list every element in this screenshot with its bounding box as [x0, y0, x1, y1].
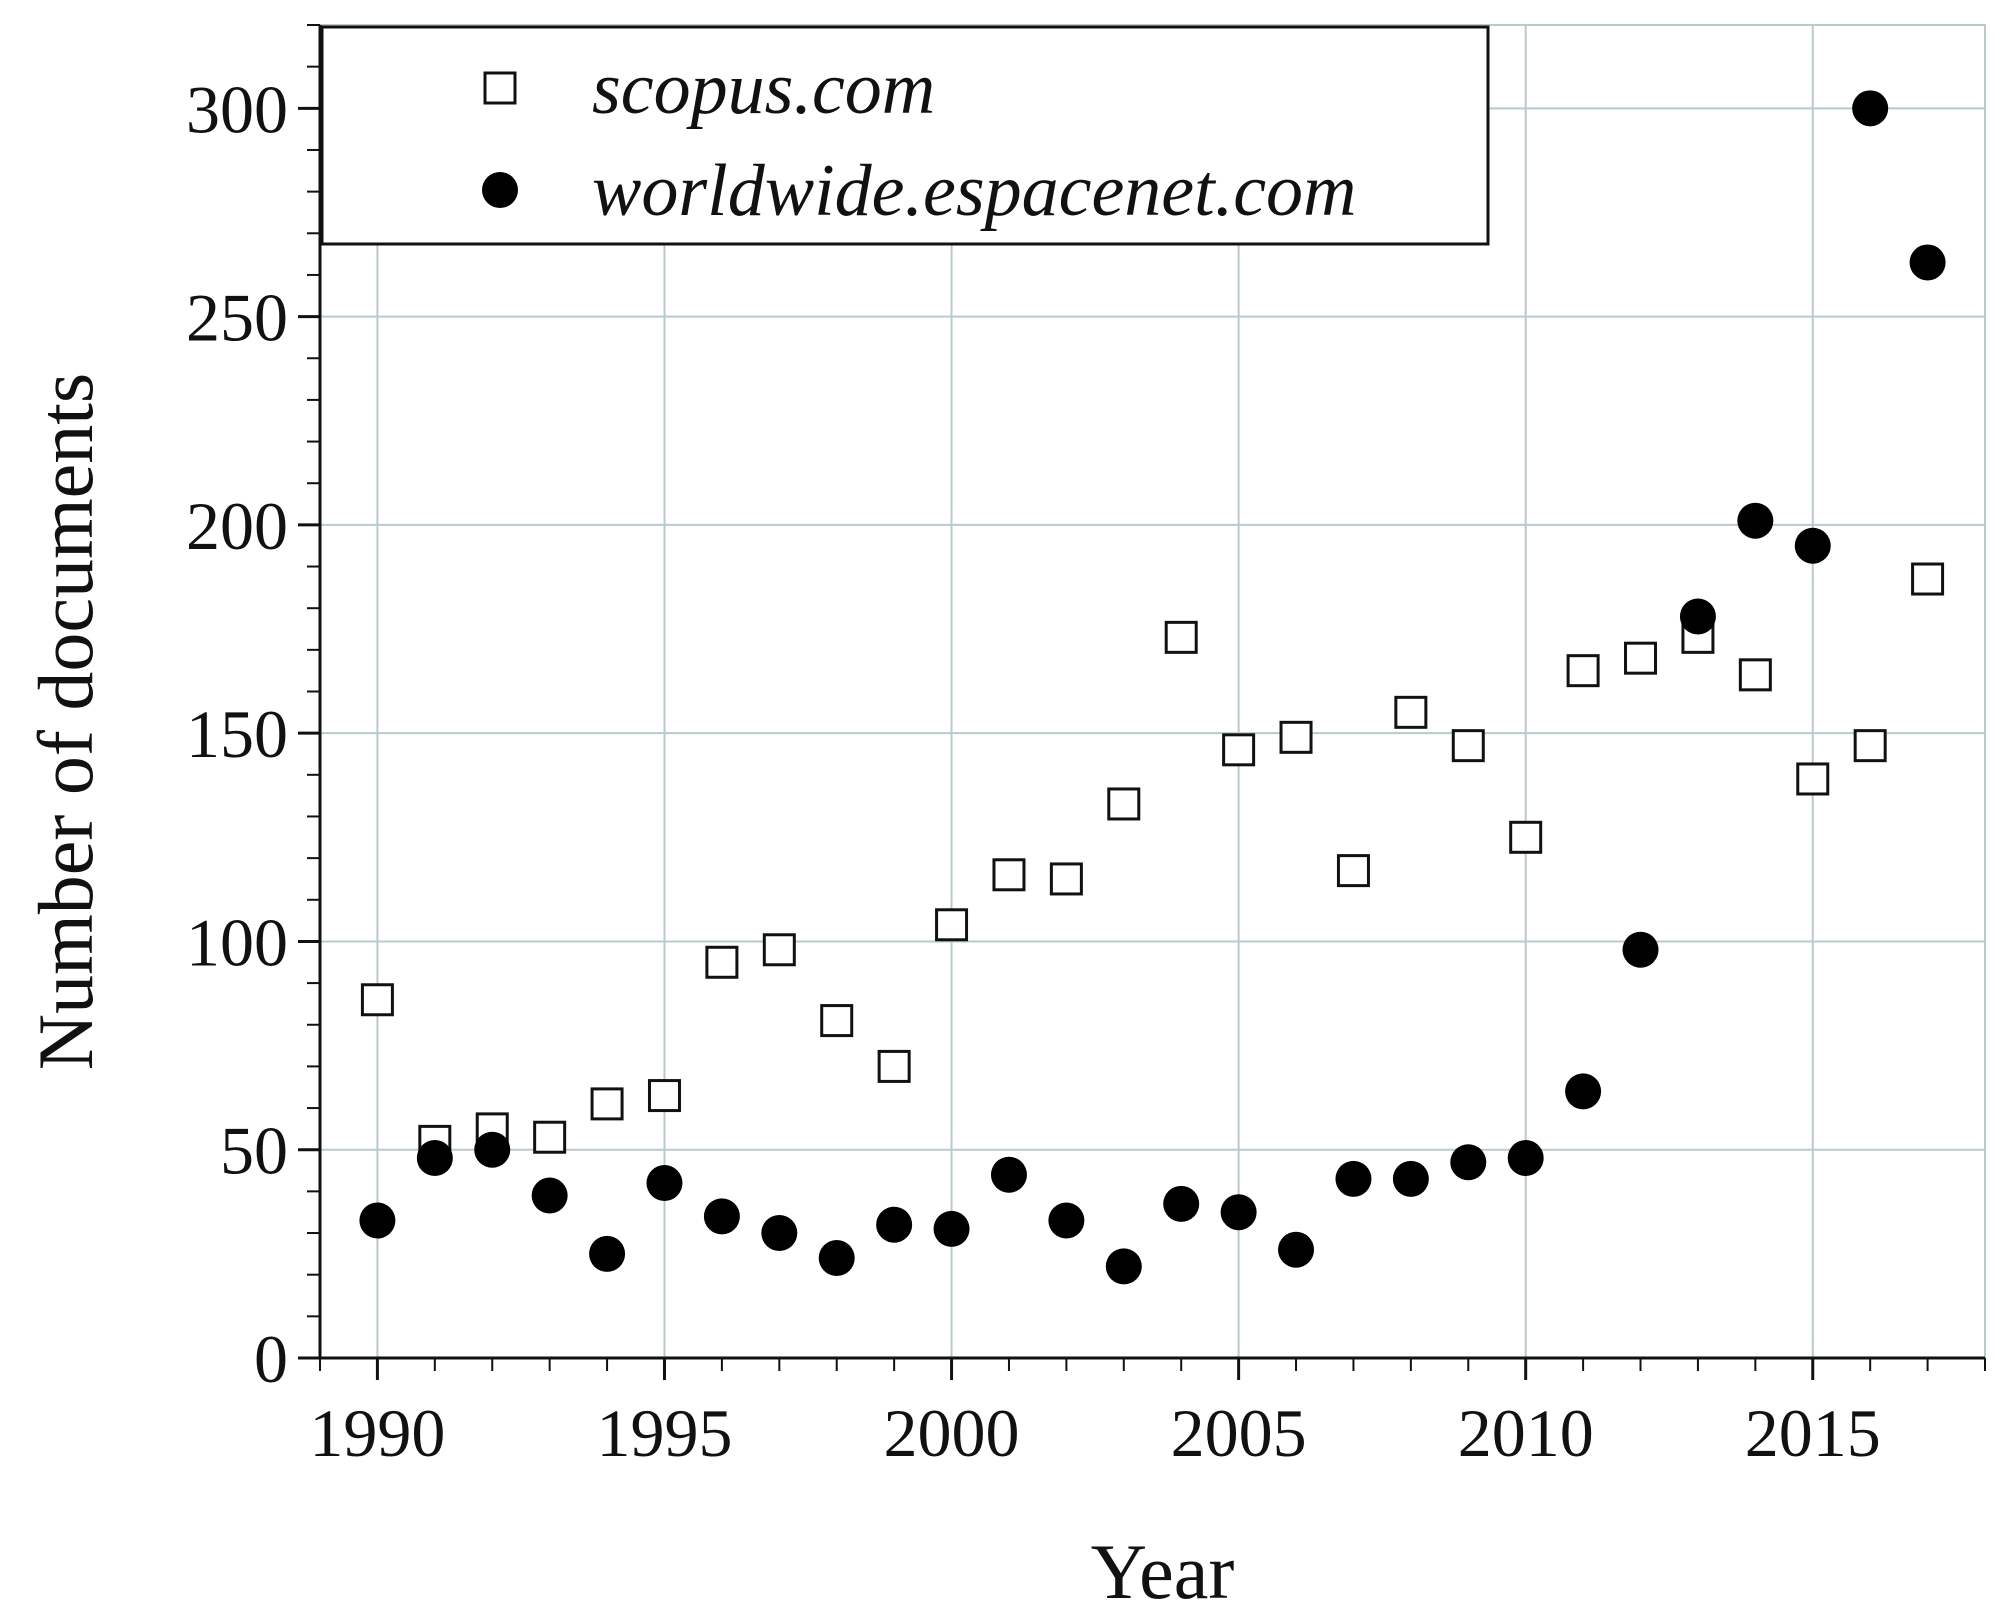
data-point-square — [533, 1120, 567, 1154]
data-point-square — [820, 1004, 854, 1038]
data-point-circle — [1105, 1248, 1142, 1285]
x-tick-label: 2015 — [1745, 1395, 1881, 1471]
x-tick-label: 2000 — [884, 1395, 1020, 1471]
legend-marker — [482, 172, 518, 208]
y-axis-title: Number of documents — [22, 373, 109, 1071]
data-point-square — [992, 858, 1026, 892]
data-point-square — [590, 1087, 624, 1121]
data-point-square — [1566, 654, 1600, 688]
y-tick-label: 200 — [186, 488, 288, 564]
data-point-square — [1107, 787, 1141, 821]
series-worldwide.espacenet.com — [359, 90, 1946, 1285]
data-point-circle — [1852, 90, 1889, 127]
data-point-square — [1624, 641, 1658, 675]
data-series — [359, 90, 1946, 1285]
data-point-square — [1394, 695, 1428, 729]
data-point-circle — [531, 1177, 568, 1214]
data-point-circle — [876, 1206, 913, 1243]
legend-label: worldwide.espacenet.com — [592, 150, 1357, 232]
data-point-square — [1164, 620, 1198, 654]
legend: scopus.com worldwide.espacenet.com — [320, 25, 1490, 246]
data-point-square — [877, 1049, 911, 1083]
data-point-square — [1222, 733, 1256, 767]
data-point-square — [647, 1079, 681, 1113]
legend-label: scopus.com — [592, 48, 935, 130]
data-point-circle — [589, 1235, 626, 1272]
data-point-circle — [646, 1165, 683, 1202]
data-point-circle — [1048, 1202, 1085, 1239]
y-tick-label: 50 — [220, 1113, 288, 1189]
data-point-square — [360, 983, 394, 1017]
x-tick-label: 1995 — [596, 1395, 732, 1471]
y-tick-label: 150 — [186, 696, 288, 772]
data-point-square — [1796, 762, 1830, 796]
data-point-circle — [818, 1240, 855, 1277]
data-point-square — [1853, 729, 1887, 763]
data-point-circle — [933, 1210, 970, 1247]
data-point-circle — [703, 1198, 740, 1235]
y-tick-label: 0 — [254, 1321, 288, 1397]
axes: 0 50 100 150 200 250 300 1990 1995 2000 2005 2010 20… — [186, 24, 1986, 1471]
data-point-circle — [1794, 527, 1831, 564]
data-point-circle — [1622, 931, 1659, 968]
x-tick-label: 1990 — [309, 1395, 445, 1471]
legend-marker — [483, 71, 517, 105]
data-point-circle — [1450, 1144, 1487, 1181]
data-point-square — [1336, 854, 1370, 888]
data-point-circle — [1163, 1185, 1200, 1222]
x-tick-label: 2005 — [1171, 1395, 1307, 1471]
data-point-circle — [761, 1215, 798, 1252]
data-point-square — [1738, 658, 1772, 692]
data-point-circle — [1220, 1194, 1257, 1231]
data-point-circle — [1507, 1140, 1544, 1177]
data-point-circle — [990, 1156, 1027, 1193]
data-point-square — [1509, 820, 1543, 854]
data-point-circle — [416, 1140, 453, 1177]
legend-box — [320, 25, 1490, 246]
data-point-circle — [1565, 1073, 1602, 1110]
data-point-circle — [359, 1202, 396, 1239]
data-point-square — [1911, 562, 1945, 596]
data-point-square — [1279, 720, 1313, 754]
data-point-circle — [1679, 598, 1716, 635]
data-point-circle — [1278, 1231, 1315, 1268]
data-point-square — [935, 908, 969, 942]
x-axis-title: Year — [1091, 1528, 1235, 1615]
data-point-square — [705, 945, 739, 979]
data-point-circle — [1335, 1160, 1372, 1197]
data-point-circle — [1737, 502, 1774, 539]
y-tick-label: 300 — [186, 71, 288, 147]
data-point-square — [1049, 862, 1083, 896]
data-point-circle — [474, 1131, 511, 1168]
y-tick-label: 250 — [186, 280, 288, 356]
data-point-square — [1451, 729, 1485, 763]
data-point-circle — [1909, 244, 1946, 281]
data-point-square — [762, 933, 796, 967]
series-scopus.com — [360, 562, 1945, 1158]
data-point-circle — [1392, 1160, 1429, 1197]
x-tick-label: 2010 — [1458, 1395, 1594, 1471]
y-tick-label: 100 — [186, 904, 288, 980]
